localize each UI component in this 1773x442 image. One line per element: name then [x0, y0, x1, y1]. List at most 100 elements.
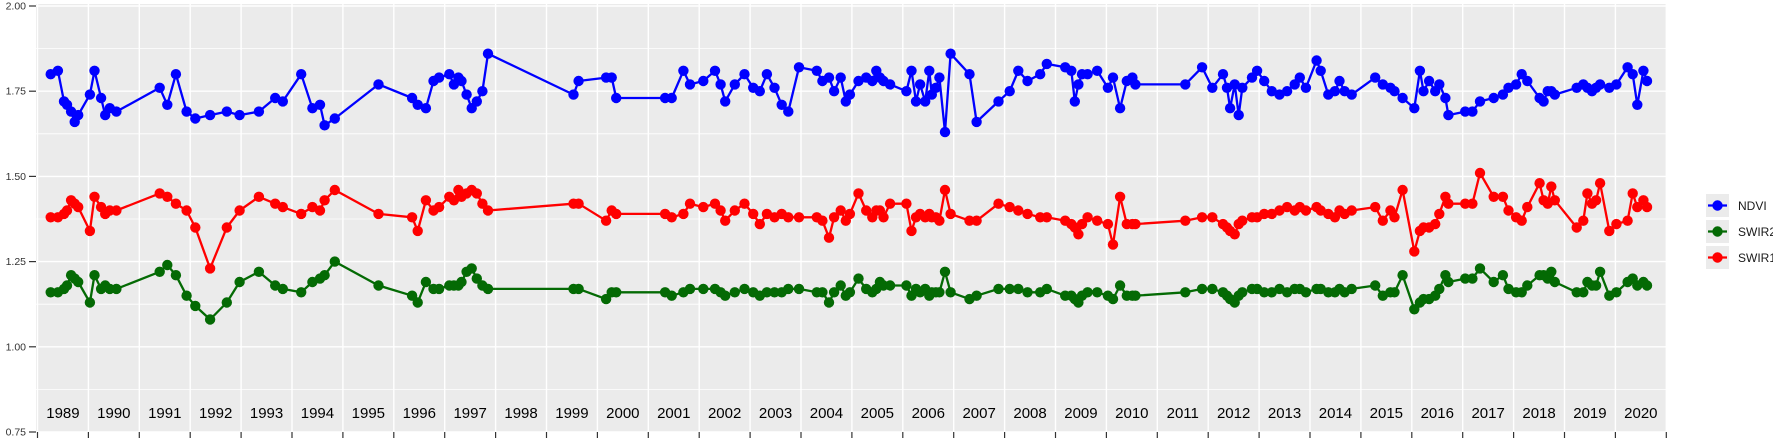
data-point-SWIR1 — [234, 205, 245, 216]
data-point-SWIR1 — [170, 198, 182, 209]
data-point-SWIR1 — [373, 208, 384, 220]
x-axis-year-label: 1997 — [453, 405, 486, 422]
data-point-SWIR1 — [190, 222, 201, 233]
data-point-NDVI — [1073, 79, 1084, 90]
data-point-SWIR2 — [1611, 287, 1622, 298]
data-point-SWIR1 — [1611, 218, 1622, 230]
data-point-NDVI — [729, 79, 740, 90]
data-point-SWIR1 — [1430, 218, 1441, 230]
data-point-SWIR2 — [1497, 270, 1509, 281]
legend-label-NDVI: NDVI — [1738, 199, 1767, 213]
data-point-SWIR1 — [1516, 215, 1527, 226]
data-point-NDVI — [844, 89, 856, 100]
data-point-SWIR2 — [373, 280, 384, 291]
data-point-SWIR1 — [1082, 212, 1093, 223]
data-point-NDVI — [939, 126, 951, 138]
data-point-SWIR1 — [471, 188, 482, 199]
x-axis-year-label: 2013 — [1268, 405, 1301, 422]
data-point-NDVI — [934, 72, 945, 83]
data-point-SWIR1 — [1073, 229, 1084, 240]
data-point-NDVI — [420, 103, 432, 114]
data-point-SWIR1 — [715, 205, 726, 216]
y-axis-label: 1.25 — [6, 256, 27, 268]
x-axis-year-label: 2004 — [810, 405, 843, 422]
data-point-NDVI — [1233, 109, 1244, 121]
data-point-SWIR1 — [1434, 208, 1445, 220]
data-point-NDVI — [319, 120, 330, 131]
data-point-SWIR1 — [1130, 218, 1141, 230]
x-axis-year-label: 2000 — [606, 405, 639, 422]
x-axis-year-label: 2015 — [1370, 405, 1403, 422]
data-point-NDVI — [482, 48, 494, 59]
data-point-NDVI — [52, 65, 64, 77]
data-point-SWIR1 — [73, 201, 84, 213]
data-point-SWIR1 — [678, 208, 689, 220]
data-point-NDVI — [1294, 72, 1306, 83]
data-point-SWIR2 — [823, 297, 835, 308]
data-point-NDVI — [1538, 96, 1549, 107]
data-point-SWIR2 — [1594, 266, 1606, 277]
legend-key-point-NDVI — [1712, 200, 1723, 211]
data-point-SWIR1 — [1389, 212, 1400, 223]
data-point-SWIR1 — [1377, 215, 1389, 226]
data-point-SWIR1 — [61, 205, 73, 216]
data-point-SWIR1 — [993, 198, 1004, 209]
data-point-SWIR1 — [573, 198, 584, 209]
data-point-SWIR2 — [1549, 276, 1561, 288]
data-point-NDVI — [477, 86, 488, 97]
data-point-SWIR2 — [45, 287, 56, 298]
data-point-SWIR2 — [720, 290, 731, 301]
data-point-SWIR2 — [234, 276, 245, 288]
data-point-SWIR2 — [221, 297, 232, 308]
data-point-NDVI — [1004, 86, 1015, 97]
data-point-NDVI — [1180, 79, 1191, 90]
data-point-SWIR1 — [748, 208, 759, 220]
data-point-SWIR2 — [84, 297, 96, 308]
data-point-SWIR1 — [934, 215, 945, 226]
data-point-NDVI — [1440, 92, 1451, 104]
data-point-NDVI — [73, 109, 84, 121]
legend-key-point-SWIR2 — [1712, 226, 1723, 237]
data-point-SWIR1 — [1534, 178, 1545, 189]
data-point-NDVI — [1510, 79, 1522, 90]
data-point-SWIR1 — [420, 195, 432, 206]
data-point-SWIR2 — [296, 287, 307, 298]
x-axis-year-label: 2011 — [1167, 405, 1199, 422]
y-axis-label: 2.00 — [6, 1, 27, 13]
x-axis-year-label: 2010 — [1115, 405, 1148, 422]
x-axis-year-label: 1992 — [199, 405, 232, 422]
data-point-NDVI — [471, 96, 482, 107]
data-point-SWIR1 — [181, 205, 192, 216]
data-point-NDVI — [154, 82, 165, 94]
data-point-SWIR1 — [1604, 225, 1615, 237]
data-point-NDVI — [914, 79, 926, 90]
data-point-NDVI — [111, 106, 122, 117]
data-point-SWIR1 — [1397, 184, 1408, 196]
data-point-NDVI — [444, 69, 455, 80]
data-point-SWIR2 — [1022, 287, 1033, 298]
data-point-NDVI — [1082, 69, 1093, 80]
data-point-NDVI — [1069, 96, 1081, 107]
data-point-NDVI — [1370, 72, 1381, 83]
data-point-NDVI — [456, 75, 467, 87]
data-point-SWIR1 — [406, 212, 418, 223]
data-point-NDVI — [314, 99, 326, 111]
data-point-SWIR1 — [1578, 215, 1589, 226]
data-point-SWIR1 — [754, 218, 765, 230]
data-point-SWIR1 — [684, 198, 696, 209]
data-point-NDVI — [684, 79, 696, 90]
x-axis-year-label: 2009 — [1064, 405, 1097, 422]
data-point-SWIR2 — [329, 256, 340, 267]
x-axis-year-label: 1990 — [97, 405, 130, 422]
data-point-SWIR2 — [61, 280, 73, 291]
data-point-SWIR1 — [783, 212, 794, 223]
y-axis-label: 1.75 — [6, 86, 27, 98]
data-point-SWIR1 — [1632, 201, 1643, 213]
data-point-NDVI — [698, 75, 709, 87]
data-point-SWIR2 — [971, 290, 982, 301]
data-point-SWIR2 — [1546, 266, 1557, 277]
data-point-NDVI — [1102, 82, 1114, 94]
data-point-NDVI — [162, 99, 173, 111]
data-point-SWIR1 — [1196, 212, 1208, 223]
